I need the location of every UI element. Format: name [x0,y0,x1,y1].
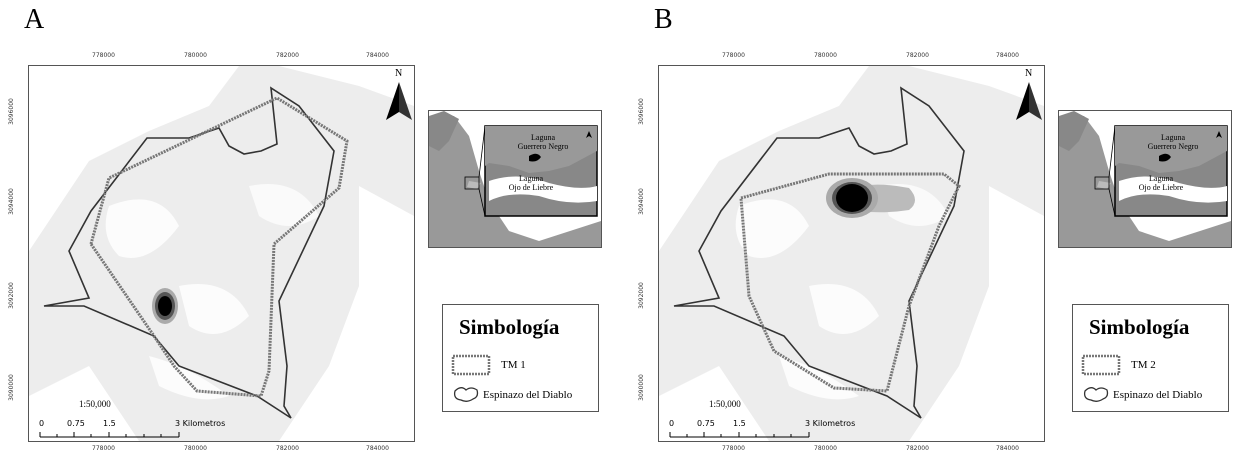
water-area [659,366,769,441]
main-map: N 1:50,000 0 0.75 1.5 3 Kilometros [658,65,1045,442]
x-tick-top: 784000 [366,52,389,59]
north-arrow-icon [386,82,412,120]
scale-label: 0.75 [697,419,715,428]
water-area [909,186,1044,441]
water-channel [179,284,249,334]
tm-legend-swatch [451,354,491,376]
scale-label: 3 Kilometros [175,419,226,428]
water-channel [809,284,879,334]
legend-item-tm: TM 1 [501,359,526,371]
scale-ratio: 1:50,000 [709,399,741,409]
water-area [29,66,414,251]
x-tick-top: 782000 [906,52,929,59]
water-area [659,66,1044,251]
hotspot-core [836,184,868,212]
scale-ratio: 1:50,000 [79,399,111,409]
water-channel [249,184,319,226]
north-label: N [395,68,403,79]
y-tick-left: 3092000 [7,282,15,309]
north-arrow-icon [1016,82,1042,120]
x-tick-bottom: 782000 [276,445,299,452]
x-tick-top: 780000 [184,52,207,59]
legend-title: Simbología [1089,315,1190,339]
x-tick-bottom: 780000 [184,445,207,452]
x-tick-top: 780000 [814,52,837,59]
scale-bar [669,432,810,438]
inset-label-ojo-de-liebre: Laguna Ojo de Liebre [1138,174,1184,192]
espinazo-legend-swatch [1083,387,1109,402]
x-tick-top: 778000 [92,52,115,59]
map-canvas [29,66,414,441]
scale-label: 0 [39,419,45,428]
x-tick-bottom: 778000 [92,445,115,452]
x-tick-top: 782000 [276,52,299,59]
scale-label: 3 Kilometros [805,419,856,428]
x-tick-bottom: 780000 [814,445,837,452]
inset-map: Laguna Guerrero Negro Laguna Ojo de Lieb… [1058,110,1232,248]
inset-map: Laguna Guerrero Negro Laguna Ojo de Lieb… [428,110,602,248]
x-tick-bottom: 782000 [906,445,929,452]
espinazo-boundary [43,86,335,419]
tm-polygon [739,172,961,393]
x-tick-top: 784000 [996,52,1019,59]
x-tick-top: 778000 [722,52,745,59]
inset-label-guerrero-negro: Laguna Guerrero Negro [1147,133,1199,151]
espinazo-legend-swatch [453,387,479,402]
inset-label-guerrero-negro: Laguna Guerrero Negro [517,133,569,151]
water-channel [149,356,229,400]
y-tick-left: 3092000 [637,282,645,309]
water-channel [735,199,809,258]
inset-canvas [429,111,601,247]
inset-label-ojo-de-liebre: Laguna Ojo de Liebre [508,174,554,192]
inset-canvas [1059,111,1231,247]
legend: Simbología TM 1 Espinazo del Diablo [442,304,599,412]
hotspot-core [158,296,172,316]
scale-bar [39,432,180,438]
panel-letter: B [654,4,673,35]
main-map: N 1:50,000 0 0.75 1.5 3 Kilometros [28,65,415,442]
x-tick-bottom: 784000 [996,445,1019,452]
legend-item-tm: TM 2 [1131,359,1156,371]
legend-title: Simbología [459,315,560,339]
legend-item-espinazo: Espinazo del Diablo [1113,389,1203,401]
scale-label: 1.5 [103,419,116,428]
map-canvas [659,66,1044,441]
legend: Simbología TM 2 Espinazo del Diablo [1072,304,1229,412]
y-tick-left: 3094000 [7,188,15,215]
y-tick-left: 3096000 [637,98,645,125]
water-area [279,186,414,441]
y-tick-left: 3096000 [7,98,15,125]
scale-label: 0 [669,419,675,428]
y-tick-left: 3090000 [7,374,15,401]
panel-letter: A [24,4,45,35]
water-channel [105,199,179,258]
y-tick-left: 3090000 [637,374,645,401]
tm-legend-swatch [1081,354,1121,376]
x-tick-bottom: 784000 [366,445,389,452]
scale-label: 1.5 [733,419,746,428]
panel-b: B 778000 780000 782000 784000 778000 780… [630,0,1241,465]
x-tick-bottom: 778000 [722,445,745,452]
water-area [29,366,139,441]
tm-polygon [89,96,349,398]
north-label: N [1025,68,1033,79]
legend-item-espinazo: Espinazo del Diablo [483,389,573,401]
scale-label: 0.75 [67,419,85,428]
y-tick-left: 3094000 [637,188,645,215]
panel-a: A 778000 780000 782000 784000 778000 780… [0,0,620,465]
